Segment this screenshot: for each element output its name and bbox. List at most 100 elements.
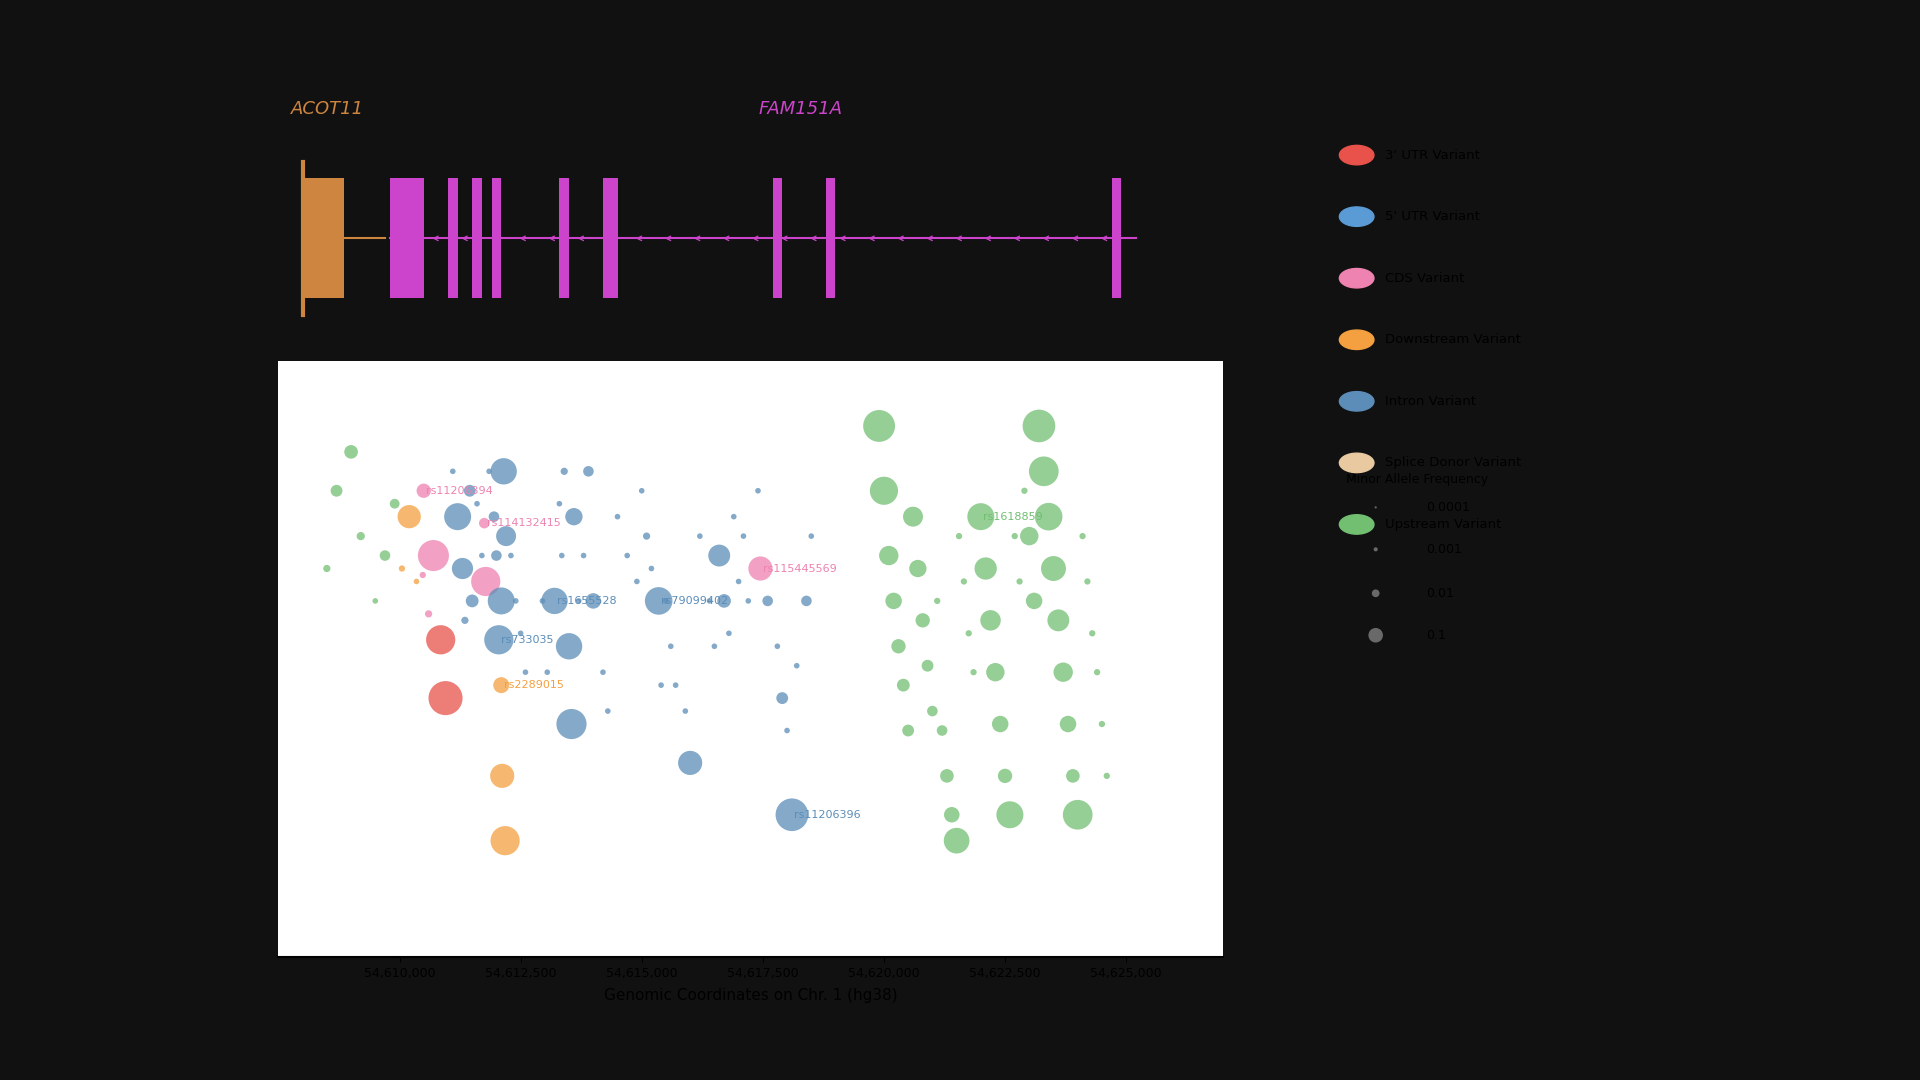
Point — [1020, 592, 1050, 609]
Point — [1033, 508, 1064, 525]
Point — [482, 546, 513, 564]
Point — [528, 592, 559, 609]
Point — [975, 611, 1006, 629]
Point — [449, 611, 480, 629]
Bar — [390, 178, 424, 298]
Point — [937, 806, 968, 823]
Point — [636, 559, 666, 577]
Point — [695, 592, 726, 609]
Point — [359, 592, 390, 609]
Point — [532, 663, 563, 680]
Text: 0.1: 0.1 — [1427, 629, 1446, 642]
Bar — [1112, 178, 1121, 298]
Point — [568, 546, 599, 564]
Text: rs2289015: rs2289015 — [503, 680, 564, 690]
Point — [887, 676, 918, 693]
Point — [346, 527, 376, 544]
Point — [559, 508, 589, 525]
Point — [941, 832, 972, 849]
Point — [651, 592, 682, 609]
X-axis label: Genomic Coordinates on Chr. 1 (hg38): Genomic Coordinates on Chr. 1 (hg38) — [605, 988, 897, 1003]
Point — [447, 559, 478, 577]
Point — [505, 624, 536, 642]
Point — [918, 702, 948, 719]
Point — [985, 715, 1016, 732]
Text: 0.01: 0.01 — [1427, 586, 1453, 599]
Point — [511, 663, 541, 680]
Point — [922, 592, 952, 609]
Point — [549, 462, 580, 480]
Point — [455, 482, 486, 499]
Point — [643, 592, 674, 609]
Point — [578, 592, 609, 609]
Text: CDS Variant: CDS Variant — [1386, 272, 1465, 285]
Text: rs11206396: rs11206396 — [795, 810, 860, 820]
Point — [1000, 527, 1031, 544]
Point — [781, 657, 812, 674]
Point — [632, 527, 662, 544]
Point — [868, 482, 899, 499]
Point — [557, 715, 588, 732]
Point — [572, 462, 603, 480]
Point — [948, 572, 979, 590]
Point — [501, 592, 532, 609]
Point — [766, 689, 797, 706]
Point — [655, 637, 685, 654]
Point — [1004, 572, 1035, 590]
Point — [603, 508, 634, 525]
Point — [321, 482, 351, 499]
Point — [864, 417, 895, 434]
Point — [762, 637, 793, 654]
Point — [413, 605, 444, 622]
Point — [486, 592, 516, 609]
Point — [588, 663, 618, 680]
Point — [966, 508, 996, 525]
Point — [1081, 663, 1112, 680]
Text: Downstream Variant: Downstream Variant — [1386, 334, 1521, 347]
Point — [540, 592, 570, 609]
Point — [1071, 572, 1102, 590]
Point — [457, 592, 488, 609]
Point — [927, 721, 958, 739]
Text: Intron Variant: Intron Variant — [1386, 395, 1476, 408]
Point — [674, 754, 705, 771]
Point — [426, 631, 457, 648]
Text: 0.001: 0.001 — [1427, 543, 1463, 556]
Point — [336, 443, 367, 460]
Point — [478, 508, 509, 525]
Bar — [603, 178, 618, 298]
Text: rs79099402: rs79099402 — [660, 596, 728, 606]
Text: 3' UTR Variant: 3' UTR Variant — [1386, 149, 1480, 162]
Point — [484, 631, 515, 648]
Point — [954, 624, 985, 642]
Point — [753, 592, 783, 609]
Point — [543, 495, 574, 512]
Text: 5' UTR Variant: 5' UTR Variant — [1386, 211, 1480, 224]
Point — [612, 546, 643, 564]
Point — [883, 637, 914, 654]
Text: 0.0001: 0.0001 — [1427, 501, 1471, 514]
Point — [877, 592, 908, 609]
Point — [626, 482, 657, 499]
Point — [1359, 541, 1390, 558]
Point — [970, 559, 1000, 577]
Point — [1062, 806, 1092, 823]
Bar — [447, 178, 457, 298]
Point — [371, 546, 401, 564]
Point — [488, 767, 518, 784]
Point — [724, 572, 755, 590]
Point — [660, 676, 691, 693]
Bar — [826, 178, 835, 298]
Point — [622, 572, 653, 590]
Point — [401, 572, 432, 590]
Point — [685, 527, 716, 544]
Point — [1091, 767, 1121, 784]
Point — [1014, 527, 1044, 544]
Text: Splice Donor Variant: Splice Donor Variant — [1386, 457, 1523, 470]
Point — [430, 689, 461, 706]
Point — [486, 676, 516, 693]
Point — [979, 663, 1010, 680]
Point — [1023, 417, 1054, 434]
Point — [488, 462, 518, 480]
Point — [1359, 584, 1390, 602]
